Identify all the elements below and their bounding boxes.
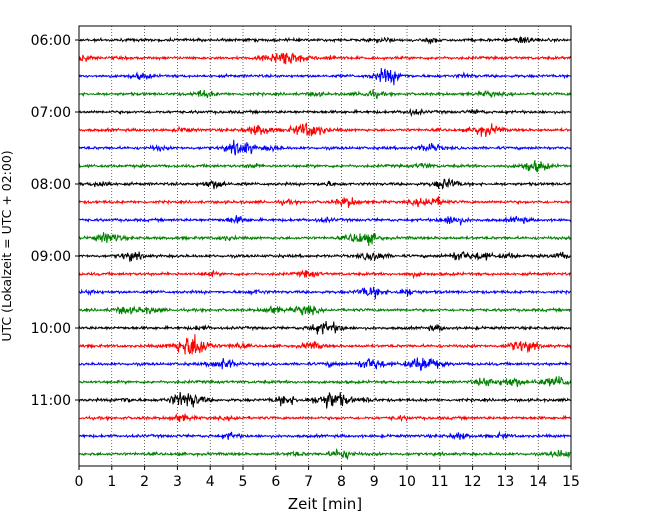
trace-row: [78, 448, 572, 461]
x-axis-ticks: 0 1 2 3 4 5 6 7 8 9 10 11 12 13 14 15: [75, 466, 580, 490]
x-tick-label: 13: [496, 474, 514, 490]
trace-row: [78, 89, 572, 100]
trace-row: [78, 215, 572, 226]
trace-row: [78, 376, 572, 388]
trace-row: [78, 52, 572, 65]
x-tick-label: 1: [107, 474, 116, 490]
y-tick-label: 09:00: [31, 249, 71, 265]
x-tick-label: 8: [337, 474, 346, 490]
x-axis-label: Zeit [min]: [288, 495, 362, 513]
trace-row: [78, 286, 572, 300]
trace-row: [78, 321, 572, 335]
trace-row: [78, 334, 572, 355]
y-tick-label: 06:00: [31, 33, 71, 49]
trace-row: [78, 195, 572, 208]
trace-row: [78, 35, 572, 45]
trace-row: [78, 107, 572, 118]
trace-row: [78, 232, 572, 247]
x-tick-label: 7: [304, 474, 313, 490]
trace-row: [78, 68, 572, 86]
x-tick-label: 14: [529, 474, 547, 490]
trace-row: [78, 177, 572, 190]
x-tick-label: 12: [464, 474, 482, 490]
trace-row: [78, 413, 572, 423]
trace-row: [78, 357, 572, 371]
x-tick-label: 5: [239, 474, 248, 490]
trace-row: [78, 305, 572, 316]
trace-rows: [78, 35, 572, 461]
x-tick-label: 6: [271, 474, 280, 490]
x-tick-label: 3: [173, 474, 182, 490]
y-axis-label: UTC (Lokalzeit = UTC + 02:00): [0, 150, 14, 341]
x-tick-label: 0: [75, 474, 84, 490]
trace-row: [78, 269, 572, 280]
x-tick-label: 15: [562, 474, 580, 490]
trace-row: [78, 160, 572, 173]
plot-frame: [78, 25, 572, 467]
y-tick-label: 11:00: [31, 393, 71, 409]
x-tick-label: 11: [431, 474, 449, 490]
x-tick-label: 2: [140, 474, 149, 490]
trace-row: [78, 251, 572, 262]
trace-row: [78, 122, 572, 137]
trace-row: [78, 139, 572, 156]
x-tick-label: 10: [398, 474, 416, 490]
grid-lines: [111, 26, 539, 466]
trace-row: [78, 391, 572, 409]
x-tick-label: 9: [370, 474, 379, 490]
trace-row: [78, 430, 572, 441]
y-tick-label: 08:00: [31, 177, 71, 193]
y-tick-label: 07:00: [31, 105, 71, 121]
y-axis-ticks: 06:00 07:00 08:00 09:00 10:00 11:00: [31, 33, 79, 409]
y-tick-label: 10:00: [31, 321, 71, 337]
x-tick-label: 4: [206, 474, 215, 490]
